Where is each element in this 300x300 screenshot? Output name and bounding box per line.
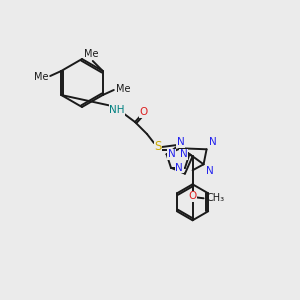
Text: O: O (140, 107, 148, 117)
Text: Me: Me (34, 72, 48, 82)
Text: N: N (206, 166, 213, 176)
Text: CH₃: CH₃ (207, 193, 225, 203)
Text: N: N (180, 149, 188, 159)
Text: Me: Me (116, 84, 130, 94)
Text: N: N (168, 149, 175, 159)
Text: N: N (177, 137, 184, 147)
Text: NH: NH (109, 105, 125, 115)
Text: N: N (208, 137, 216, 147)
Text: N: N (175, 163, 183, 173)
Text: S: S (154, 140, 162, 154)
Text: O: O (188, 191, 197, 201)
Text: Me: Me (83, 49, 98, 59)
